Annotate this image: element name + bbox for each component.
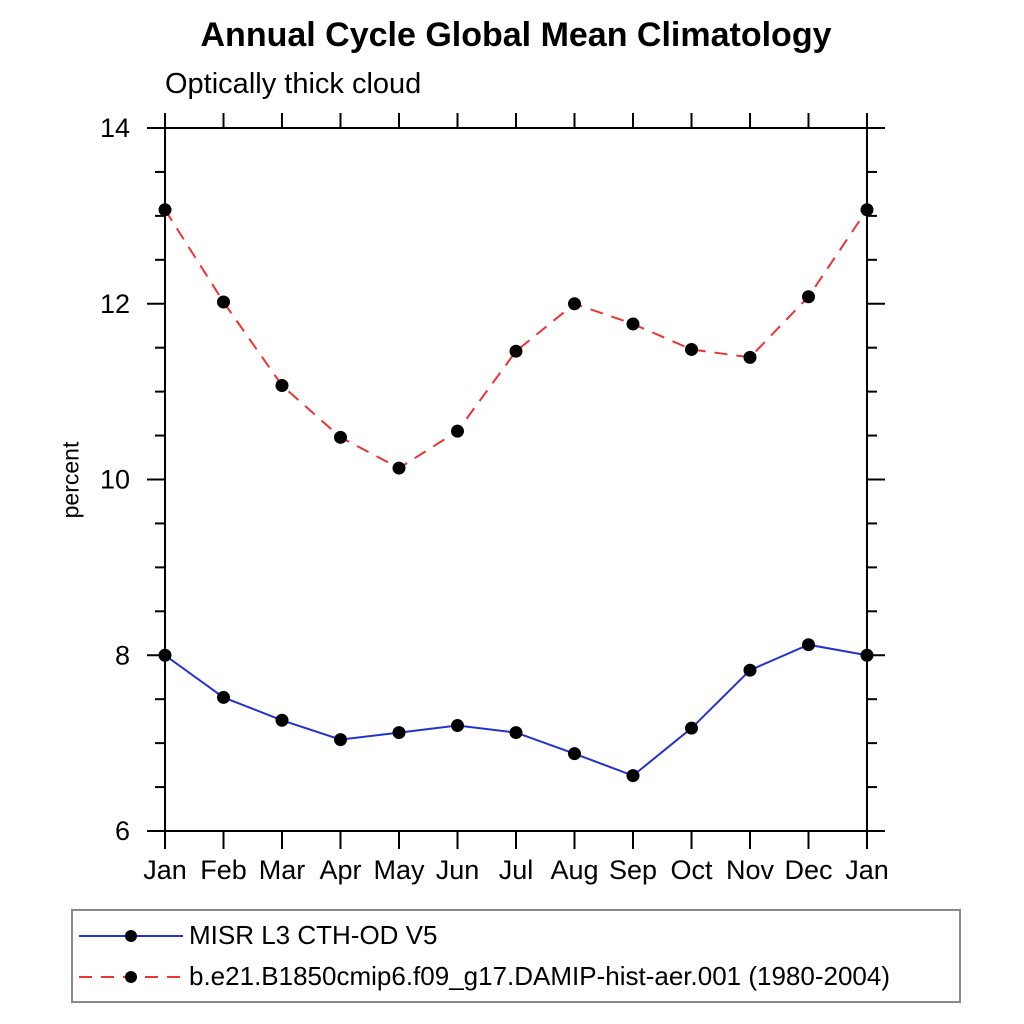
legend-line-sample-icon [79, 929, 183, 942]
y-tick-label: 6 [115, 816, 130, 846]
x-tick-label: Apr [319, 855, 361, 885]
y-tick-label: 14 [100, 113, 130, 143]
data-point-marker [217, 295, 230, 309]
data-point-marker [802, 290, 815, 304]
y-tick-label: 8 [115, 640, 130, 670]
data-point-marker [568, 747, 581, 761]
x-tick-label: Jun [436, 855, 480, 885]
data-point-marker [802, 638, 815, 652]
x-tick-label: Jan [143, 855, 187, 885]
x-tick-label: Nov [726, 855, 775, 885]
data-point-marker [392, 726, 406, 740]
data-point-marker [626, 769, 640, 783]
data-point-marker [626, 317, 640, 331]
legend-box: MISR L3 CTH-OD V5 b.e21.B1850cmip6.f09_g… [71, 909, 961, 1003]
data-point-marker [275, 378, 289, 392]
legend-line-sample-icon [79, 970, 183, 983]
chart-subtitle: Optically thick cloud [165, 68, 422, 100]
plot-area: 6 8 10 12 14 Jan Feb Mar Apr May Jun Jul Aug Sep Oct No… [100, 113, 889, 885]
data-point-marker [275, 713, 289, 727]
data-point-marker [334, 733, 347, 747]
x-tick-label: Aug [550, 855, 598, 885]
x-tick-label: Jul [499, 855, 534, 885]
data-point-marker [334, 430, 347, 444]
data-point-marker [743, 663, 757, 677]
y-tick-label: 10 [100, 465, 130, 495]
plot-border [164, 127, 868, 832]
data-point-marker [158, 203, 172, 217]
series-line-1 [164, 209, 868, 470]
x-tick-label: Oct [670, 855, 713, 885]
chart-title: Annual Cycle Global Mean Climatology [200, 16, 832, 54]
y-tick-label: 12 [100, 289, 130, 319]
legend-item: b.e21.B1850cmip6.f09_g17.DAMIP-hist-aer.… [79, 957, 959, 997]
data-point-marker [685, 721, 698, 735]
x-tick-label: Sep [609, 855, 657, 885]
data-point-marker [860, 203, 874, 217]
legend-marker [125, 970, 137, 983]
data-point-marker [451, 424, 464, 438]
legend-item: MISR L3 CTH-OD V5 [79, 916, 959, 956]
data-point-marker [158, 648, 172, 662]
data-point-marker [451, 719, 464, 733]
data-point-marker [743, 350, 757, 364]
legend-marker [125, 929, 137, 942]
x-tick-label: Feb [200, 855, 247, 885]
x-tick-label: Dec [784, 855, 832, 885]
legend-label: MISR L3 CTH-OD V5 [189, 920, 438, 950]
data-point-marker [509, 344, 523, 358]
x-tick-label: May [373, 855, 425, 885]
data-point-marker [217, 690, 230, 704]
data-point-marker [860, 648, 874, 662]
data-point-marker [568, 297, 581, 311]
data-point-marker [685, 342, 698, 356]
data-point-marker [509, 726, 523, 740]
x-tick-label: Jan [845, 855, 889, 885]
data-point-marker [392, 461, 406, 475]
x-tick-label: Mar [259, 855, 306, 885]
legend-label: b.e21.B1850cmip6.f09_g17.DAMIP-hist-aer.… [189, 961, 890, 991]
series-line-0 [164, 643, 868, 777]
